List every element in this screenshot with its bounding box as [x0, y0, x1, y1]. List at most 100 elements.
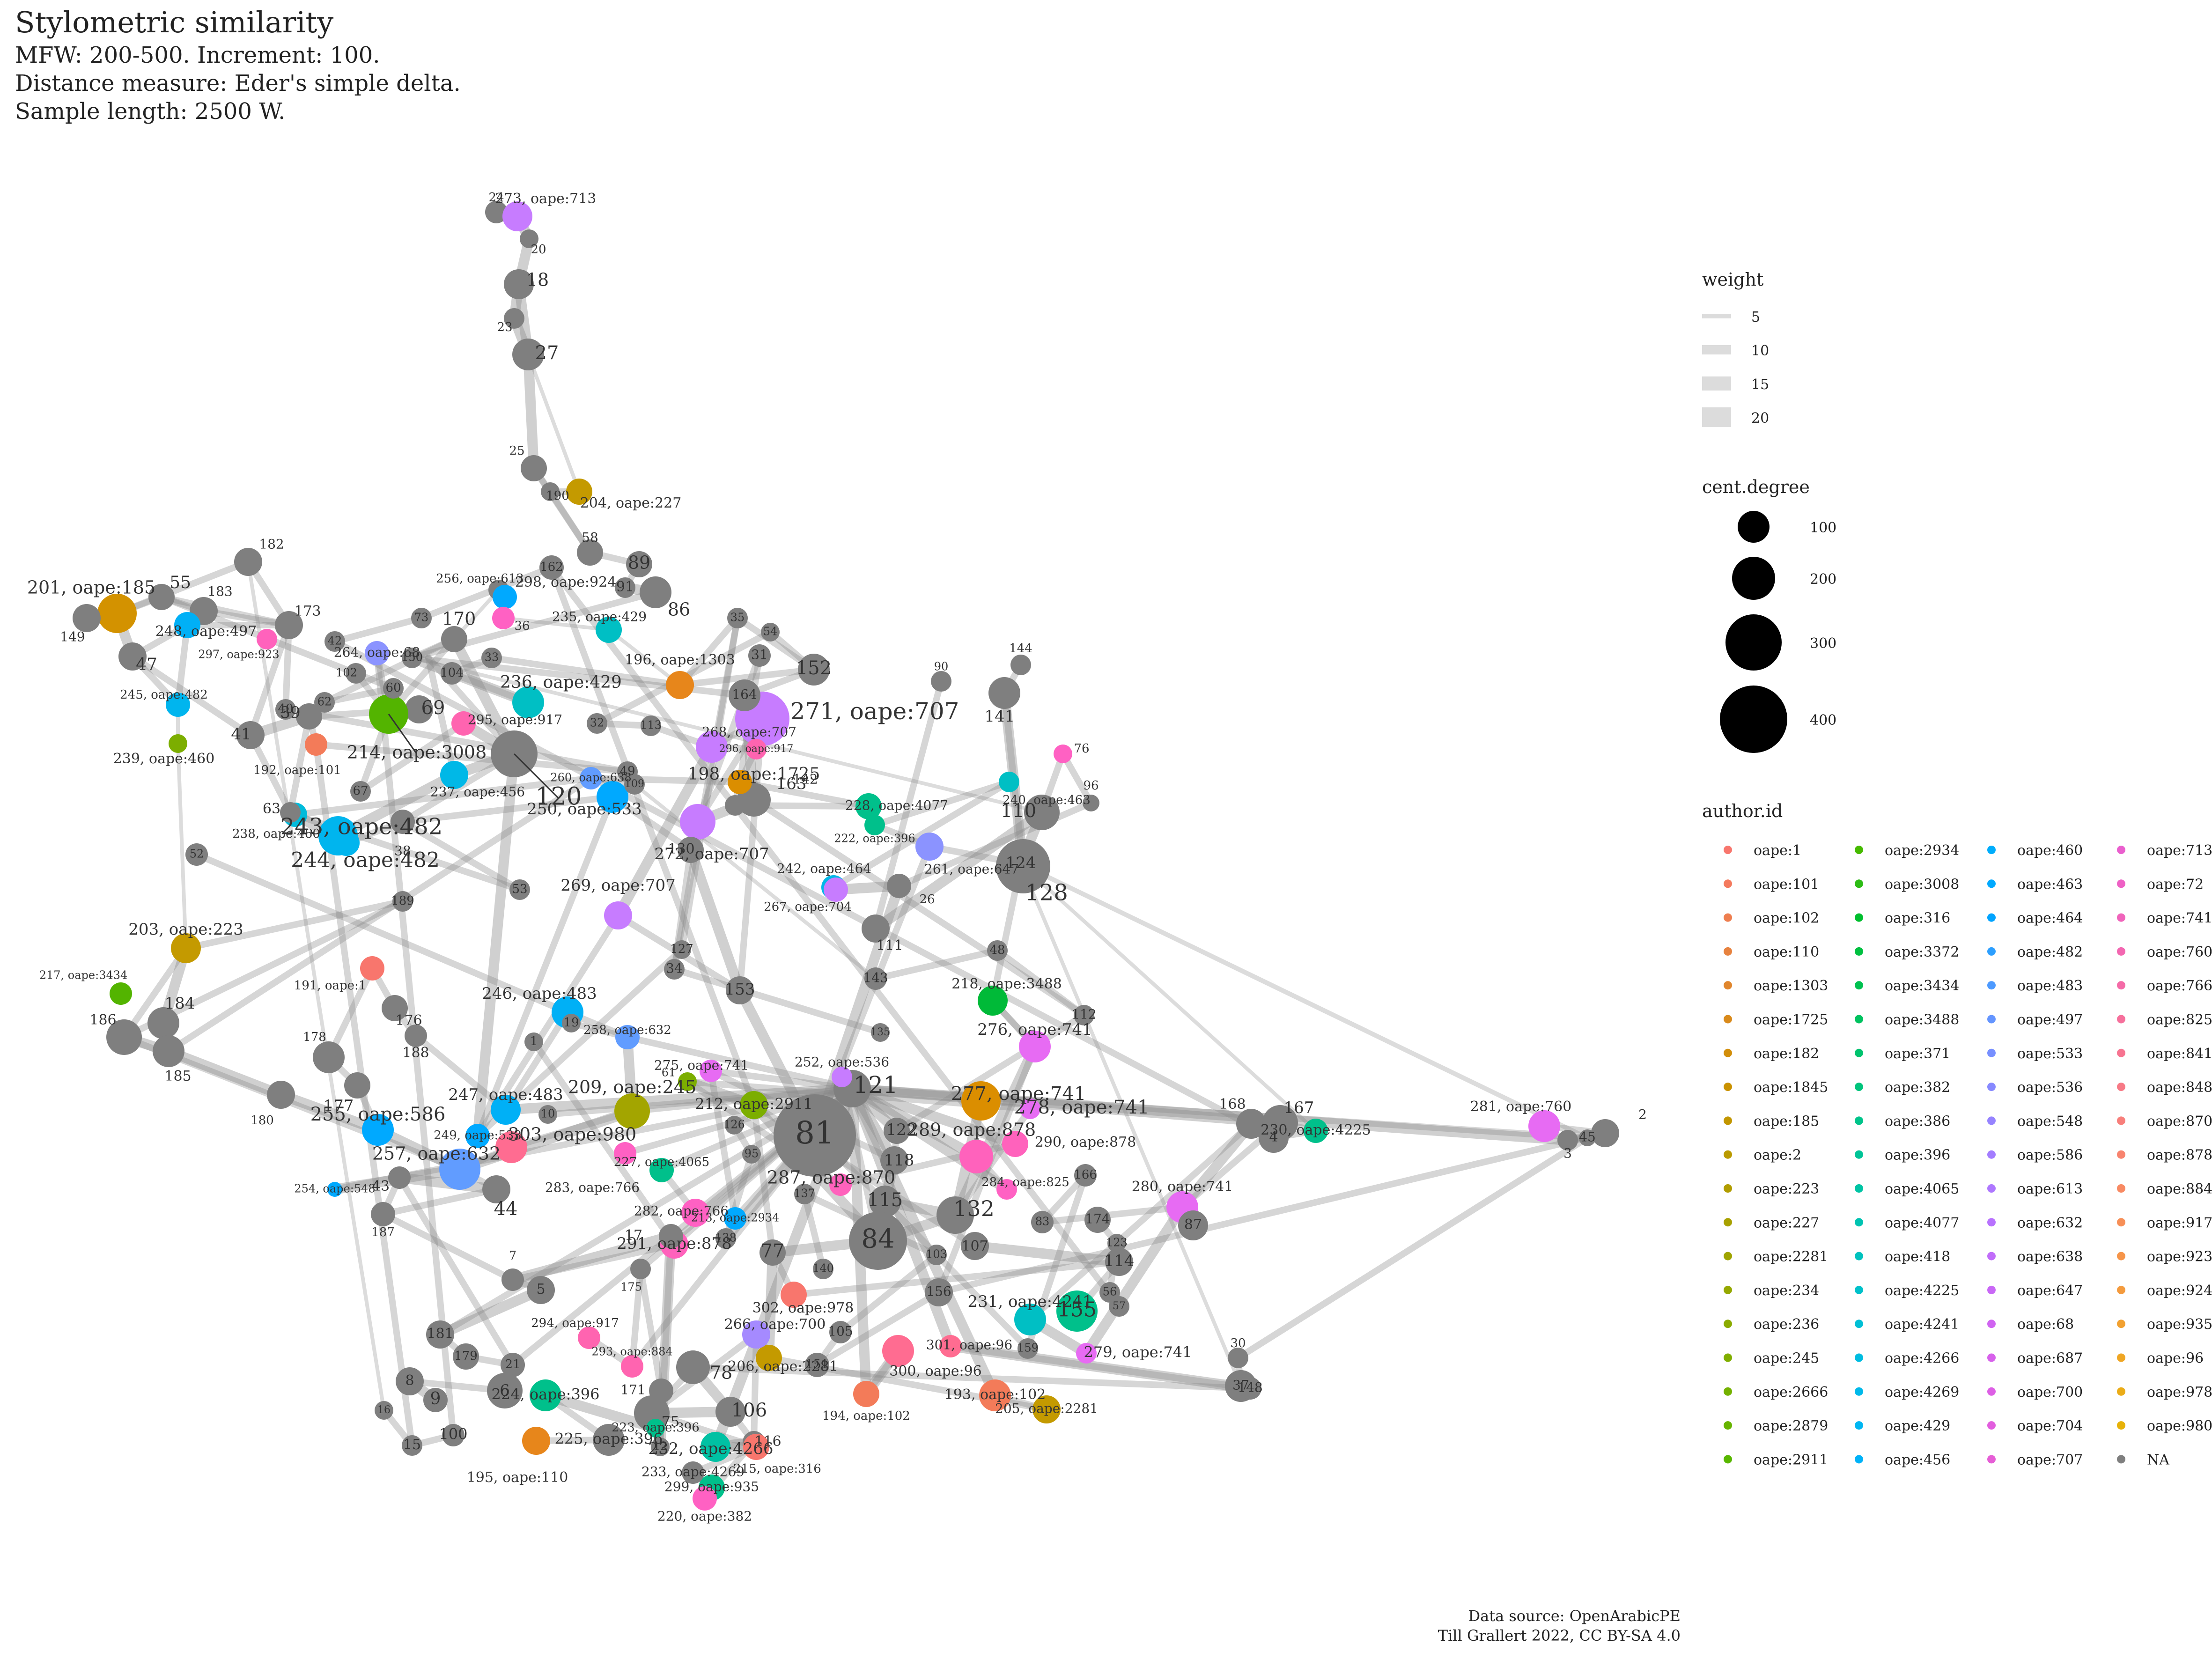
graph-node — [148, 584, 175, 610]
graph-node — [1236, 1109, 1266, 1139]
node-label: 303, oape:980 — [508, 1124, 636, 1145]
legend-author-label: oape:3372 — [1885, 944, 1959, 960]
node-label: 295, oape:917 — [468, 712, 562, 728]
node-label: 69 — [421, 697, 445, 719]
node-label: 18 — [526, 270, 549, 290]
graph-edge — [548, 564, 757, 1108]
graph-node — [1228, 1348, 1248, 1368]
node-label: 120 — [535, 783, 582, 811]
title-block: Stylometric similarity MFW: 200-500. Inc… — [15, 4, 461, 125]
graph-node — [961, 1232, 989, 1260]
legend-author-label: oape:3434 — [1885, 978, 1959, 994]
node-label: 213, oape:2934 — [691, 1211, 780, 1224]
graph-node — [678, 1072, 697, 1091]
graph-node — [725, 1116, 744, 1135]
node-label: 189 — [391, 894, 414, 908]
legend-author-label: oape:418 — [1885, 1249, 1950, 1265]
node-label: 20 — [531, 243, 546, 257]
node-label: 212, oape:2911 — [695, 1095, 812, 1113]
legend-author-label: oape:980 — [2147, 1418, 2212, 1434]
legend-author-swatch — [2117, 1218, 2125, 1227]
graph-edge — [247, 622, 292, 738]
graph-node — [617, 761, 638, 782]
legend-author-label: oape:924 — [2147, 1283, 2212, 1299]
node-label: 62 — [317, 695, 332, 708]
node-label: 42 — [328, 634, 342, 648]
graph-node — [1084, 1207, 1111, 1233]
graph-node — [440, 761, 468, 789]
legend-author-swatch — [1987, 947, 1996, 956]
node-label: 255, oape:586 — [310, 1104, 446, 1125]
node-label: 75 — [662, 1414, 679, 1430]
node-label: 261, oape:647 — [924, 862, 1019, 877]
graph-edge — [1027, 1121, 1254, 1323]
legend-author-label: oape:825 — [2147, 1012, 2212, 1028]
graph-node — [1105, 1248, 1133, 1276]
legend-author-swatch — [1987, 846, 1996, 854]
node-label: 130 — [668, 841, 694, 857]
node-label: 112 — [1071, 1007, 1096, 1022]
graph-node — [746, 739, 767, 759]
graph-edge — [871, 779, 1012, 828]
legend-weight-swatch — [1702, 407, 1731, 427]
graph-edge — [183, 898, 406, 951]
legend-author-swatch — [2117, 1387, 2125, 1396]
graph-node — [615, 1025, 640, 1049]
graph-node — [1076, 1343, 1097, 1364]
node-label: 187 — [371, 1225, 395, 1239]
graph-node — [405, 1025, 427, 1047]
legend-author-swatch — [1987, 1421, 1996, 1430]
node-label: 277, oape:741 — [951, 1083, 1086, 1105]
legend-author-label: oape:923 — [2147, 1249, 2212, 1265]
node-label: 177 — [324, 1097, 354, 1115]
legend-author-label: oape:638 — [2017, 1249, 2083, 1265]
graph-node — [596, 617, 622, 643]
graph-edge — [501, 1084, 857, 1115]
graph-node — [580, 767, 602, 789]
node-label: 194, oape:102 — [822, 1409, 910, 1423]
node-label: 26 — [919, 892, 935, 907]
node-label: 174 — [1085, 1211, 1110, 1227]
node-label: 239, oape:460 — [113, 751, 215, 767]
graph-node — [1239, 1377, 1261, 1400]
graph-node — [314, 692, 335, 713]
graph-edge — [677, 666, 817, 688]
graph-edge — [193, 851, 571, 1016]
graph-node — [614, 1093, 650, 1129]
legend-author-label: oape:382 — [1885, 1079, 1950, 1096]
legend-author-label: oape:533 — [2017, 1046, 2083, 1062]
legend-author-swatch — [1724, 1455, 1732, 1464]
graph-node — [375, 1401, 393, 1420]
node-label: 275, oape:741 — [654, 1058, 749, 1073]
node-label: 15 — [403, 1437, 421, 1453]
graph-node — [501, 1353, 525, 1377]
graph-edge — [531, 465, 593, 556]
graph-node — [676, 1350, 710, 1384]
node-label: 100 — [439, 1425, 467, 1443]
graph-node — [829, 1321, 852, 1343]
graph-node — [350, 781, 371, 802]
graph-edge — [677, 615, 741, 688]
graph-node — [504, 308, 524, 329]
node-label: 281, oape:760 — [1470, 1099, 1572, 1115]
legend: weight 5 10 15 20 cent.degree 100 200 300 400 auth… — [1702, 269, 2212, 1468]
legend-author-label: oape:548 — [2017, 1113, 2083, 1129]
legend-author-swatch — [1987, 1015, 1996, 1024]
graph-node — [759, 1239, 786, 1266]
legend-author-label: oape:429 — [1885, 1418, 1950, 1434]
graph-edge — [163, 1046, 286, 1100]
graph-edge — [629, 1266, 644, 1370]
node-label: 21 — [505, 1357, 520, 1371]
graph-node — [402, 1435, 422, 1456]
node-label: 220, oape:382 — [657, 1509, 752, 1524]
graph-node — [926, 1245, 947, 1265]
node-label: 283, oape:766 — [545, 1180, 640, 1195]
legend-author-swatch — [1855, 1421, 1863, 1430]
graph-node — [1020, 1099, 1040, 1119]
graph-node — [680, 804, 715, 840]
graph-edge — [882, 1198, 1031, 1352]
graph-node — [1579, 1129, 1596, 1146]
legend-author-label: NA — [2147, 1452, 2169, 1468]
node-label: 9 — [430, 1389, 441, 1408]
node-label: 249, oape:533 — [434, 1128, 522, 1143]
